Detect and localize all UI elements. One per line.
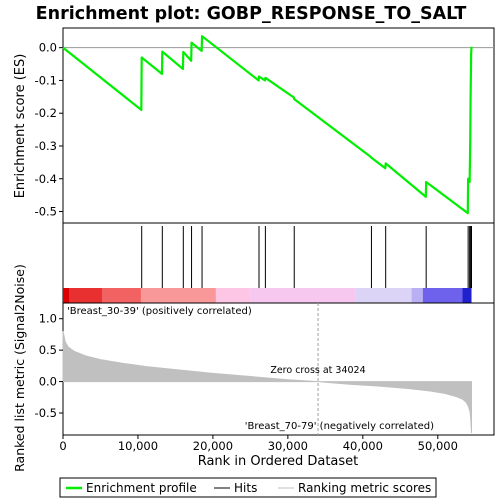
colorbar-segment [68, 288, 102, 303]
rank-colorbar [63, 288, 472, 303]
colorbar-segment [63, 288, 69, 303]
colorbar-segment [215, 288, 251, 303]
x-tick-label: 50,000 [418, 439, 458, 453]
es-y-tick-label: -0.1 [35, 73, 57, 87]
chart-title: Enrichment plot: GOBP_RESPONSE_TO_SALT [36, 4, 467, 24]
legend-label: Enrichment profile [86, 481, 197, 495]
es-series [62, 35, 473, 215]
hit-lines [141, 226, 473, 288]
hits-panel [62, 222, 495, 304]
es-y-ticks: 0.0 -0.1 -0.2 -0.3 -0.4 -0.5 [35, 41, 63, 219]
zero-cross-label: Zero cross at 34024 [270, 365, 365, 376]
es-y-tick-label: -0.2 [35, 106, 57, 120]
colorbar-segment [101, 288, 141, 303]
colorbar-segment [411, 288, 423, 303]
x-tick-label: 40,000 [343, 439, 383, 453]
es-y-tick-label: -0.3 [35, 139, 57, 153]
colorbar-segment [140, 288, 216, 303]
metric-y-axis-label: Ranked list metric (Signal2Noise) [12, 264, 27, 472]
metric-x-ticks: 0 10,000 20,000 30,000 40,000 50,000 [59, 435, 458, 453]
metric-y-tick-label: 1.0 [39, 312, 57, 326]
negative-label: 'Breast_70-79' (negatively correlated) [245, 421, 434, 432]
colorbar-segment [422, 288, 463, 303]
es-panel: 0.0 -0.1 -0.2 -0.3 -0.4 -0.5 Enrichment score… [13, 27, 495, 224]
x-tick-label: 10,000 [118, 439, 158, 453]
metric-y-tick-label: -0.5 [35, 406, 57, 420]
metric-y-tick-label: 0.0 [39, 375, 57, 389]
colorbar-segment [355, 288, 412, 303]
x-tick-label: 20,000 [193, 439, 233, 453]
colorbar-segment [250, 288, 356, 303]
metric-y-ticks: 1.0 0.5 0.0 -0.5 [35, 312, 63, 420]
metric-y-tick-label: 0.5 [39, 343, 57, 357]
positive-label: 'Breast_30-39' (positively correlated) [67, 306, 252, 317]
es-plot-area [62, 27, 495, 224]
es-y-tick-label: 0.0 [39, 41, 57, 55]
es-y-tick-label: -0.4 [35, 172, 57, 186]
metric-panel: 1.0 0.5 0.0 -0.5 0 10,000 20,000 30,000 40,000 5… [12, 264, 495, 472]
colorbar-segment [462, 288, 472, 303]
es-y-axis-label: Enrichment score (ES) [13, 54, 28, 199]
metric-area [62, 331, 473, 434]
legend: Enrichment profile Hits Ranking metric sco… [59, 477, 437, 498]
legend-box [59, 477, 437, 498]
legend-label: Hits [234, 481, 257, 495]
x-axis-label: Rank in Ordered Dataset [198, 454, 359, 469]
legend-label: Ranking metric scores [298, 481, 431, 495]
x-tick-label: 0 [59, 439, 66, 453]
enrichment-profile-line [62, 35, 473, 215]
x-tick-label: 30,000 [268, 439, 308, 453]
es-y-tick-label: -0.5 [35, 205, 57, 219]
